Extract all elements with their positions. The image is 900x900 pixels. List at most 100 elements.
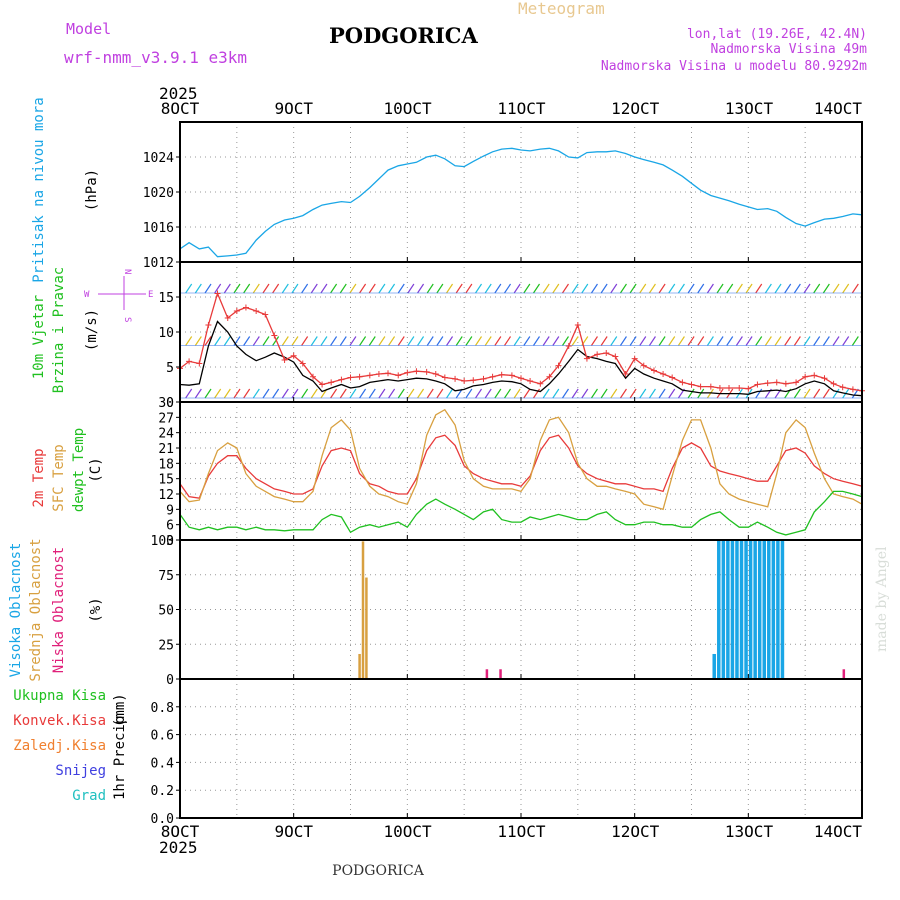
wind-barb (687, 283, 695, 294)
y-tick-label: 1024 (143, 151, 174, 166)
wind-barb (687, 388, 695, 399)
wind-barb (397, 336, 405, 346)
gust-marker (640, 362, 647, 369)
wind-barb (339, 336, 347, 346)
precip-legend-hail: Grad (72, 788, 106, 804)
wind-barb (668, 388, 676, 399)
gust-marker (233, 308, 240, 314)
wind-barb (600, 336, 608, 346)
model-name: wrf-nmm_v3.9.1 e3km (64, 48, 247, 67)
wind-barb (272, 336, 280, 346)
y-tick-label: 1016 (143, 221, 174, 236)
y-tick-label: 12 (158, 488, 174, 503)
wind-barb (223, 336, 231, 346)
x-tick-bottom: 13OCT (725, 822, 774, 841)
gust-marker (242, 304, 249, 311)
wind-barb (455, 283, 463, 294)
wind-barb (204, 283, 212, 294)
wind-barb (223, 283, 231, 294)
x-tick-bottom: 14OCT (814, 822, 863, 841)
y-tick-label: 9 (166, 503, 174, 518)
wind-barb (600, 388, 608, 399)
wind-barb (465, 283, 473, 294)
wind-barb (243, 388, 251, 399)
wind-barb (523, 388, 531, 399)
gust-marker (299, 360, 306, 367)
wind-barb (204, 336, 212, 346)
gust-marker (290, 352, 297, 359)
gust-marker (470, 377, 477, 384)
wind-barb (281, 283, 289, 294)
gust-marker (262, 311, 269, 318)
x-tick-bottom: 8OCT (161, 822, 200, 841)
wind-barb (349, 388, 357, 399)
wind-barb (803, 336, 811, 346)
gust-marker (423, 368, 430, 375)
wind-barb (600, 283, 608, 294)
wind-barb (513, 283, 521, 294)
wind-barb (388, 388, 396, 399)
wind-barb (262, 336, 270, 346)
wind-barb (194, 336, 202, 346)
meteogram-label: Meteogram (518, 0, 605, 18)
wind-barb (417, 336, 425, 346)
wind-barb (185, 283, 193, 294)
wind-barb (561, 336, 569, 346)
series-line-wind-speed (179, 320, 863, 397)
wind-barb (590, 336, 598, 346)
cloud-bar (721, 540, 726, 679)
wind-barb (523, 336, 531, 346)
x-tick-top: 9OCT (275, 99, 314, 118)
wind-barb (697, 283, 705, 294)
gust-marker (679, 379, 686, 386)
wind-barb (610, 283, 618, 294)
wind-barb (252, 283, 260, 294)
wind-barb (320, 283, 328, 294)
wind-barb (310, 336, 318, 346)
wind-barb (813, 336, 821, 346)
gust-marker (309, 373, 316, 380)
wind-barb (571, 336, 579, 346)
gust-marker (508, 372, 515, 379)
cloud-bar (735, 540, 739, 679)
wind-barb (523, 283, 531, 294)
wind-barb (639, 283, 647, 294)
cloud-bar (780, 540, 785, 679)
cloud-bar (739, 540, 744, 679)
wind-ylabel-1: 10m Vjetar (31, 295, 47, 379)
wind-barb (378, 336, 386, 346)
wind-barb (243, 283, 251, 294)
cloud-bar (744, 540, 748, 679)
wind-barb (233, 388, 241, 399)
wind-barb (484, 388, 492, 399)
cloud-ylabel-high: Visoka Oblacnost (8, 543, 24, 678)
precip-legend-conv: Konvek.Kisa (13, 713, 106, 729)
wind-barb (533, 283, 541, 294)
cloud-bar (776, 540, 780, 679)
wind-barb (619, 283, 627, 294)
wind-barb (484, 336, 492, 346)
wind-barb (223, 388, 231, 399)
wind-barb (648, 388, 656, 399)
wind-barb (397, 388, 405, 399)
wind-barb (803, 388, 811, 399)
wind-barb (726, 283, 734, 294)
gust-marker (404, 369, 411, 376)
wind-barb (590, 388, 598, 399)
gust-marker (594, 351, 601, 358)
wind-barb (552, 283, 560, 294)
wind-barb (426, 336, 434, 346)
gust-marker (782, 380, 789, 387)
gust-marker (793, 379, 800, 386)
wind-barb (378, 283, 386, 294)
wind-barb (339, 388, 347, 399)
cloud-bar (730, 540, 735, 679)
elevation-label: Nadmorska Visina 49m (710, 42, 867, 57)
cloud-bar (726, 540, 730, 679)
y-tick-label: 100 (151, 534, 174, 549)
wind-barb (301, 283, 309, 294)
wind-barb (706, 283, 714, 294)
wind-barb (533, 336, 541, 346)
x-tick-bottom: 11OCT (497, 822, 546, 841)
wind-barb (262, 283, 270, 294)
